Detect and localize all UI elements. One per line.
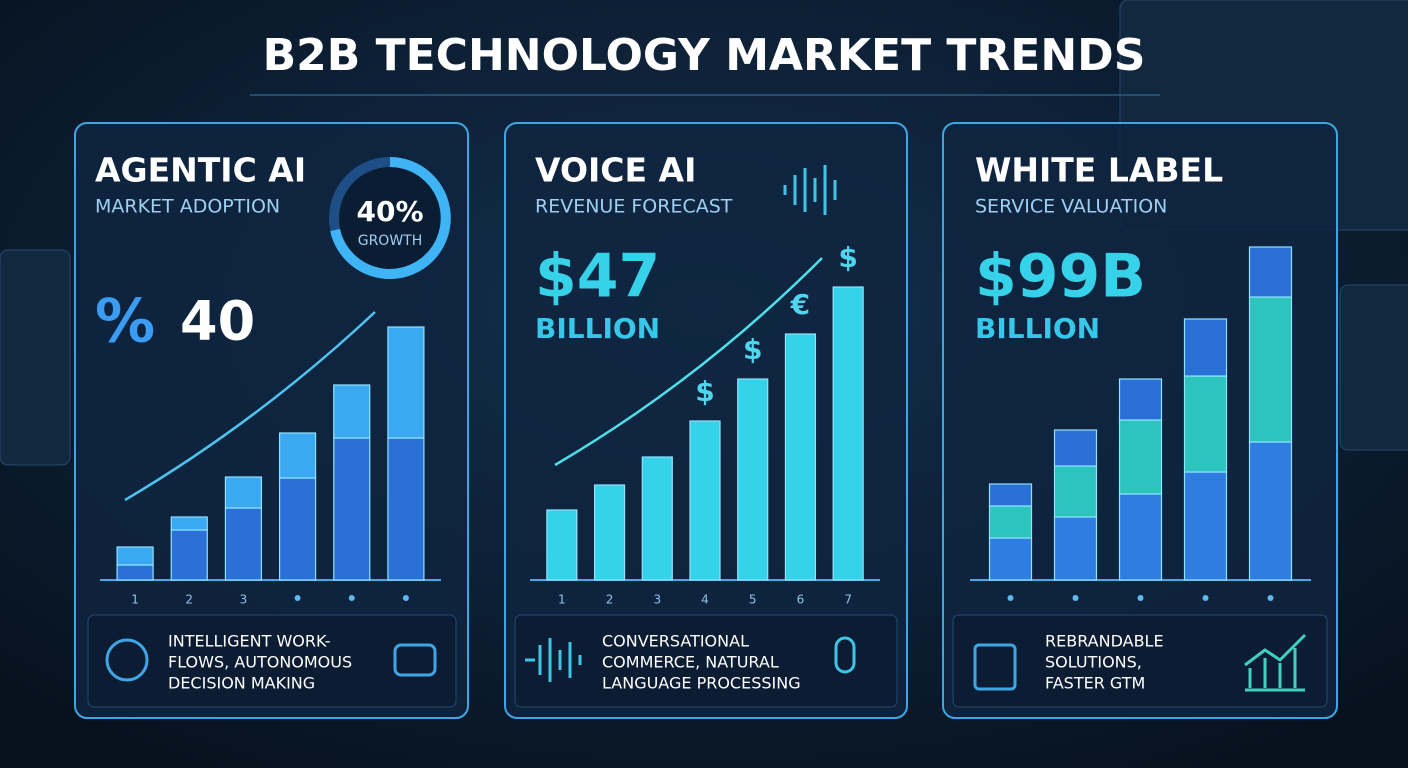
x-tick-dot	[1007, 595, 1014, 601]
bar-segment	[170, 516, 208, 531]
chart-icon	[1244, 633, 1307, 692]
bar-segment	[1118, 378, 1163, 421]
panel-subtitle: SERVICE VALUATION	[975, 196, 1167, 218]
panel-title: WHITE LABEL	[975, 151, 1223, 190]
bar-segment	[784, 333, 817, 581]
x-tick-label: 1	[131, 593, 139, 607]
headline: 40	[180, 290, 255, 353]
headline-unit: BILLION	[535, 312, 660, 345]
x-tick-dot	[1072, 595, 1079, 601]
bar-segment	[387, 326, 425, 439]
ring-value: 40%	[356, 195, 423, 228]
footer-text: CONVERSATIONAL	[602, 632, 749, 651]
bar-segment	[1248, 246, 1293, 298]
bar-segment	[170, 529, 208, 581]
gear-icon	[105, 638, 149, 682]
footer-box	[952, 614, 1328, 708]
x-tick-label: 1	[558, 593, 566, 607]
mic-icon	[834, 636, 856, 674]
bar-segment	[988, 483, 1033, 507]
x-tick-label: 2	[185, 593, 193, 607]
x-tick-label: 7	[844, 593, 852, 607]
x-tick-label: 4	[701, 593, 709, 607]
bar-segment	[641, 456, 673, 581]
bar-segment	[1118, 419, 1163, 495]
ring-arc	[330, 157, 451, 279]
bar-segment	[1183, 318, 1228, 377]
wave-icon	[783, 165, 837, 215]
trend-arrow	[554, 257, 823, 467]
bar-segment	[116, 546, 154, 566]
panel-subtitle: MARKET ADOPTION	[95, 196, 280, 218]
bar-segment	[1183, 375, 1228, 473]
x-tick-label: 2	[606, 593, 614, 607]
footer-text: FASTER GTM	[1045, 674, 1145, 693]
bar-segment	[689, 420, 721, 581]
bar-segment	[832, 286, 864, 581]
deco-screen	[1339, 284, 1408, 451]
x-tick-dot	[348, 595, 355, 601]
footer-text: DECISION MAKING	[168, 674, 315, 693]
bar-segment	[546, 509, 578, 581]
footer-text: REBRANDABLE	[1045, 632, 1164, 651]
bar-segment	[224, 507, 263, 581]
bar-segment	[1053, 465, 1098, 518]
x-tick-label: 6	[797, 593, 805, 607]
trend-arrow	[124, 311, 376, 502]
bar-segment	[988, 537, 1033, 581]
bar-segment	[1248, 441, 1293, 581]
wave-icon	[525, 638, 582, 682]
annotation: $	[743, 333, 762, 366]
x-tick-dot	[1267, 595, 1274, 601]
footer-box	[87, 614, 457, 708]
headline-unit: BILLION	[975, 312, 1100, 345]
bar-segment	[278, 477, 317, 581]
bar-segment	[593, 484, 626, 581]
x-tick-dot	[294, 595, 301, 601]
page-title: B2B TECHNOLOGY MARKET TRENDS	[263, 30, 1146, 81]
headline: $99B	[975, 242, 1146, 312]
panel-title: AGENTIC AI	[95, 151, 306, 190]
bar-segment	[224, 476, 263, 509]
robot-icon	[393, 643, 437, 677]
footer-box	[514, 614, 898, 708]
x-tick-label: 5	[749, 593, 757, 607]
x-tick-dot	[402, 595, 409, 601]
annotation: $	[695, 375, 714, 408]
bar-segment	[387, 437, 425, 581]
x-tick-dot	[1202, 595, 1209, 601]
bar-segment	[333, 437, 371, 581]
bag-icon	[973, 643, 1017, 691]
bar-segment	[116, 564, 154, 581]
bar-segment	[1053, 429, 1098, 467]
annotation: €	[790, 288, 810, 321]
annotation: $	[838, 241, 857, 274]
bar-segment	[737, 378, 769, 581]
bar-segment	[1118, 493, 1163, 581]
bar-segment	[278, 432, 317, 479]
footer-text: FLOWS, AUTONOMOUS	[168, 653, 352, 672]
footer-text: SOLUTIONS,	[1045, 653, 1142, 672]
footer-text: LANGUAGE PROCESSING	[602, 674, 801, 693]
bar-segment	[1248, 296, 1293, 443]
headline: $47	[535, 242, 660, 312]
bar-segment	[1053, 516, 1098, 581]
x-tick-label: 3	[653, 593, 661, 607]
ring-label: GROWTH	[358, 233, 423, 249]
x-tick-label: 3	[240, 593, 248, 607]
bar-segment	[988, 505, 1033, 539]
bar-segment	[1183, 471, 1228, 581]
bar-segment	[333, 384, 371, 439]
headline-symbol: %	[95, 287, 155, 357]
panel-title: VOICE AI	[535, 151, 696, 190]
x-tick-dot	[1137, 595, 1144, 601]
deco-screen	[0, 249, 71, 466]
footer-text: COMMERCE, NATURAL	[602, 653, 779, 672]
footer-text: INTELLIGENT WORK-	[168, 632, 331, 651]
panel-subtitle: REVENUE FORECAST	[535, 196, 733, 218]
